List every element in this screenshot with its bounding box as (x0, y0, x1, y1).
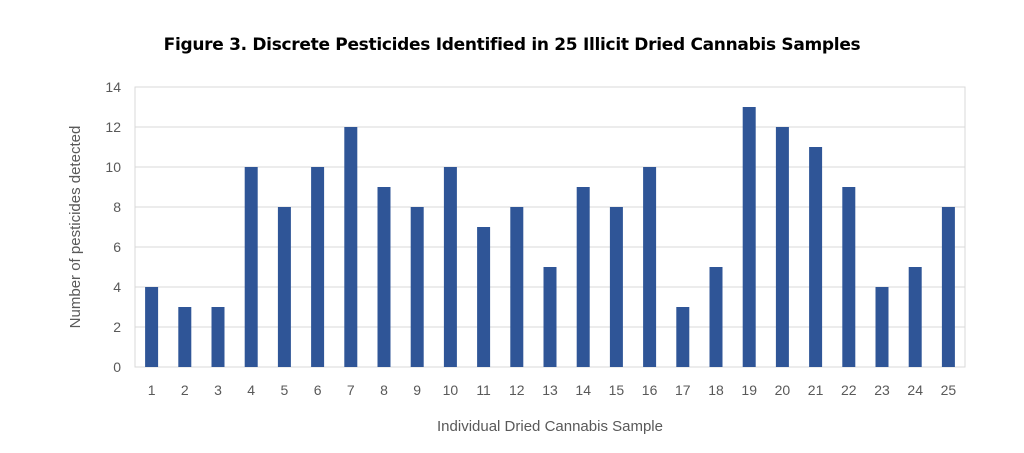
x-tick-label: 25 (941, 382, 957, 398)
bar (145, 287, 159, 367)
x-axis-title: Individual Dried Cannabis Sample (437, 418, 663, 435)
y-tick-label: 2 (113, 319, 121, 335)
x-tick-label: 1 (148, 382, 156, 398)
y-tick-label: 10 (105, 159, 121, 175)
bar (676, 307, 690, 367)
x-tick-label: 6 (314, 382, 322, 398)
bar (908, 267, 922, 367)
bar (875, 287, 889, 367)
bar (510, 207, 524, 367)
x-tick-label: 24 (907, 382, 923, 398)
bar (178, 307, 192, 367)
bar (709, 267, 723, 367)
x-tick-label: 20 (775, 382, 791, 398)
y-tick-label: 14 (105, 79, 121, 95)
x-tick-label: 11 (476, 382, 491, 398)
y-tick-label: 8 (113, 199, 121, 215)
x-tick-label: 12 (509, 382, 525, 398)
y-tick-label: 6 (113, 239, 121, 255)
y-tick-label: 12 (105, 119, 121, 135)
x-tick-label: 18 (708, 382, 724, 398)
bar (941, 207, 955, 367)
x-tick-label: 14 (575, 382, 591, 398)
bar (244, 167, 258, 367)
bar (377, 187, 391, 367)
bar (775, 127, 789, 367)
bar (344, 127, 358, 367)
bar (742, 107, 756, 367)
x-tick-label: 16 (642, 382, 658, 398)
y-tick-label: 0 (113, 359, 121, 375)
x-tick-label: 10 (443, 382, 459, 398)
x-tick-label: 9 (413, 382, 421, 398)
bar (576, 187, 590, 367)
bar (443, 167, 457, 367)
bars (145, 107, 955, 367)
bar (277, 207, 291, 367)
x-tick-label: 22 (841, 382, 857, 398)
x-tick-label: 2 (181, 382, 189, 398)
bar (809, 147, 823, 367)
x-tick-label: 21 (808, 382, 824, 398)
bar (311, 167, 325, 367)
bar (643, 167, 657, 367)
bar (543, 267, 557, 367)
x-tick-label: 5 (281, 382, 289, 398)
bar (842, 187, 856, 367)
x-tick-label: 15 (609, 382, 625, 398)
x-tick-label: 7 (347, 382, 355, 398)
y-tick-label: 4 (113, 279, 121, 295)
x-tick-label: 13 (542, 382, 558, 398)
x-tick-label: 4 (247, 382, 255, 398)
chart-title: Figure 3. Discrete Pesticides Identified… (163, 35, 861, 55)
bar (211, 307, 225, 367)
x-axis-ticks: 1 2 3 4 5 6 7 8 9 10 11 12 13 14 15 16 17 18 19 20 21 22 23 24 2… (148, 382, 957, 398)
x-tick-label: 3 (214, 382, 222, 398)
x-tick-label: 23 (874, 382, 890, 398)
bar (477, 227, 491, 367)
bar (609, 207, 623, 367)
x-tick-label: 17 (675, 382, 691, 398)
bar (410, 207, 424, 367)
y-axis-ticks: 0 2 4 6 8 10 12 14 (105, 79, 121, 375)
x-tick-label: 19 (741, 382, 757, 398)
x-tick-label: 8 (380, 382, 388, 398)
y-axis-title: Number of pesticides detected (67, 126, 84, 329)
